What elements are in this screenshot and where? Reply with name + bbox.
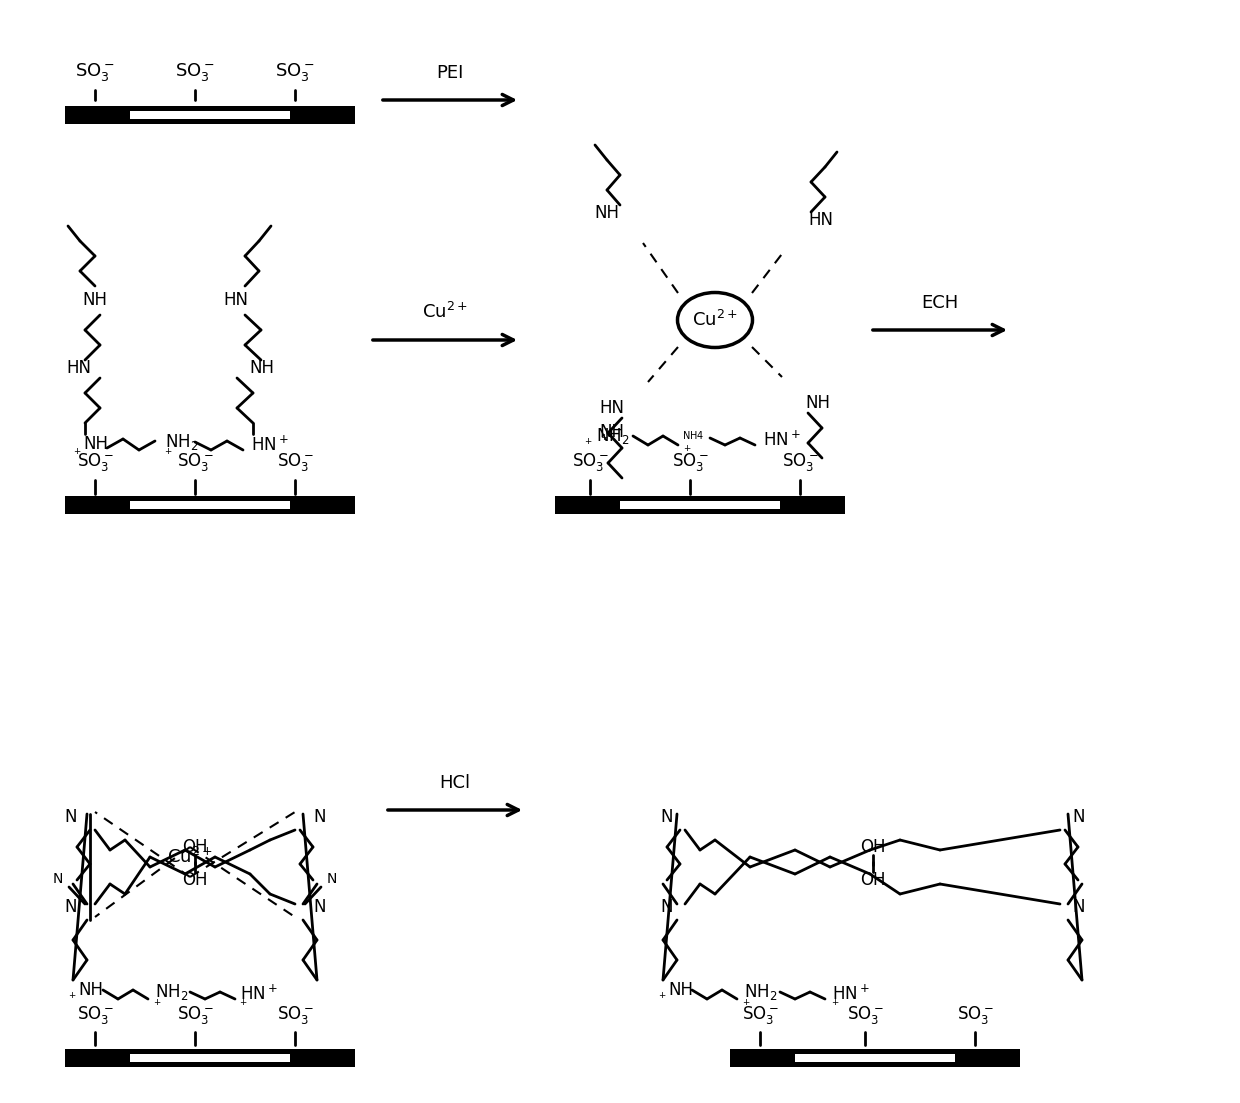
FancyBboxPatch shape — [620, 501, 780, 510]
Text: HCl: HCl — [439, 774, 470, 792]
Text: $\mathregular{NH_2}$: $\mathregular{NH_2}$ — [165, 432, 198, 452]
Text: $\mathregular{SO_3^-}$: $\mathregular{SO_3^-}$ — [275, 61, 315, 83]
Text: $\mathregular{SO_3^-}$: $\mathregular{SO_3^-}$ — [77, 451, 113, 473]
Text: $^+$: $^+$ — [830, 998, 841, 1011]
Text: $^+$: $^+$ — [67, 992, 77, 1005]
Text: N: N — [1073, 808, 1085, 826]
Text: HN: HN — [599, 399, 625, 417]
Text: $\mathregular{NH_2}$: $\mathregular{NH_2}$ — [155, 982, 188, 1002]
FancyBboxPatch shape — [64, 106, 355, 124]
Text: HN: HN — [66, 358, 91, 377]
Text: N: N — [64, 898, 77, 915]
Text: N: N — [64, 808, 77, 826]
Text: N: N — [52, 872, 63, 886]
FancyBboxPatch shape — [730, 1049, 1021, 1067]
Text: $\mathregular{HN^+}$: $\mathregular{HN^+}$ — [241, 984, 278, 1004]
Text: $\mathregular{HN^+}$: $\mathregular{HN^+}$ — [763, 430, 801, 450]
Text: $\mathregular{SO_3^-}$: $\mathregular{SO_3^-}$ — [672, 451, 708, 473]
Text: $^+$: $^+$ — [238, 998, 248, 1011]
Text: PEI: PEI — [436, 64, 464, 82]
Text: $\mathregular{Cu^{2+}}$: $\mathregular{Cu^{2+}}$ — [167, 847, 213, 867]
Text: NH: NH — [83, 435, 108, 453]
Text: $\mathregular{Cu^{2+}}$: $\mathregular{Cu^{2+}}$ — [422, 302, 467, 322]
Text: N: N — [312, 898, 325, 915]
Text: NH: NH — [594, 204, 620, 222]
Text: $^+$: $^+$ — [740, 998, 751, 1011]
Text: $\mathregular{SO_3^-}$: $\mathregular{SO_3^-}$ — [742, 1004, 779, 1026]
Text: $^+$: $^+$ — [151, 998, 162, 1011]
Ellipse shape — [677, 292, 753, 347]
FancyBboxPatch shape — [130, 1054, 290, 1062]
Text: NH: NH — [249, 358, 274, 377]
FancyBboxPatch shape — [556, 496, 844, 514]
Text: $\mathregular{NH_2}$: $\mathregular{NH_2}$ — [596, 426, 630, 446]
Text: NH: NH — [82, 291, 107, 309]
Text: $^+$: $^+$ — [162, 448, 174, 460]
Text: N: N — [661, 898, 673, 915]
FancyBboxPatch shape — [64, 1049, 355, 1067]
FancyBboxPatch shape — [64, 496, 355, 514]
Text: NH: NH — [599, 422, 625, 441]
Text: N: N — [1073, 898, 1085, 915]
Text: HN: HN — [808, 211, 833, 229]
Text: $\mathregular{SO_3^-}$: $\mathregular{SO_3^-}$ — [277, 1004, 314, 1026]
Text: $\mathregular{Cu^{2+}}$: $\mathregular{Cu^{2+}}$ — [692, 310, 738, 330]
Text: $^+$: $^+$ — [583, 438, 593, 450]
Text: $\mathregular{^{NH4}}$: $\mathregular{^{NH4}}$ — [682, 431, 704, 445]
Text: $^+$: $^+$ — [682, 445, 692, 458]
Text: $\mathregular{SO_3^-}$: $\mathregular{SO_3^-}$ — [572, 451, 609, 473]
Text: $\mathregular{SO_3^-}$: $\mathregular{SO_3^-}$ — [847, 1004, 883, 1026]
Text: N: N — [327, 872, 337, 886]
Text: HN: HN — [223, 291, 248, 309]
Text: OH: OH — [182, 871, 208, 889]
Text: $\mathregular{SO_3^-}$: $\mathregular{SO_3^-}$ — [277, 451, 314, 473]
FancyBboxPatch shape — [795, 1054, 955, 1062]
Text: $^+$: $^+$ — [599, 433, 609, 447]
FancyBboxPatch shape — [130, 111, 290, 119]
Text: $\mathregular{SO_3^-}$: $\mathregular{SO_3^-}$ — [957, 1004, 993, 1026]
Text: OH: OH — [859, 838, 885, 856]
FancyBboxPatch shape — [130, 501, 290, 510]
Text: N: N — [312, 808, 325, 826]
Text: NH: NH — [668, 981, 693, 999]
Text: $\mathregular{SO_3^-}$: $\mathregular{SO_3^-}$ — [77, 1004, 113, 1026]
Text: NH: NH — [806, 394, 831, 413]
Text: $\mathregular{SO_3^-}$: $\mathregular{SO_3^-}$ — [177, 451, 213, 473]
Text: N: N — [661, 808, 673, 826]
Text: $\mathregular{HN^+}$: $\mathregular{HN^+}$ — [250, 436, 289, 454]
Text: $\mathregular{SO_3^-}$: $\mathregular{SO_3^-}$ — [781, 451, 818, 473]
Text: $\mathregular{SO_3^-}$: $\mathregular{SO_3^-}$ — [76, 61, 115, 83]
Text: $^+$: $^+$ — [657, 992, 667, 1005]
Text: OH: OH — [182, 838, 208, 856]
Text: $\mathregular{HN^+}$: $\mathregular{HN^+}$ — [832, 984, 870, 1004]
Text: $\mathregular{SO_3^-}$: $\mathregular{SO_3^-}$ — [177, 1004, 213, 1026]
Text: NH: NH — [78, 981, 103, 999]
Text: OH: OH — [859, 871, 885, 889]
Text: $^+$: $^+$ — [72, 448, 82, 460]
Text: $\mathregular{NH_2}$: $\mathregular{NH_2}$ — [744, 982, 777, 1002]
Text: ECH: ECH — [921, 295, 959, 312]
Text: $\mathregular{SO_3^-}$: $\mathregular{SO_3^-}$ — [175, 61, 215, 83]
